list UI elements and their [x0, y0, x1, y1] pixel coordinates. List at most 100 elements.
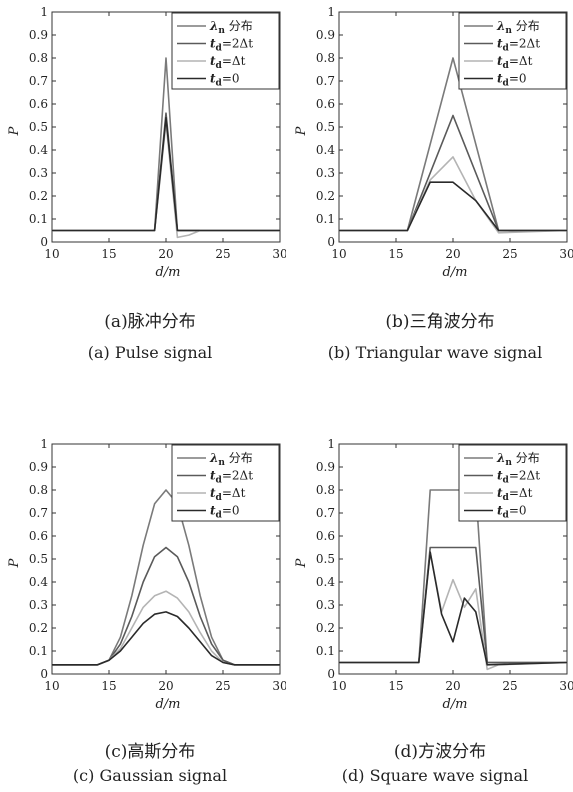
- legend-entry: td=2Δt: [210, 37, 253, 54]
- legend-entry: td=2Δt: [497, 37, 540, 54]
- caption-zh-gaussian: (c)高斯分布: [104, 742, 196, 762]
- y-tick-label: 0.8: [29, 483, 48, 497]
- legend-entry: λn 分布: [209, 19, 253, 36]
- chart-gaussian-signal: 0 0.1 0.2 0.3 0.4 0.5 0.6 0.7 0.8 0.9 1 10 15 20 25 30 d…: [7, 437, 286, 712]
- x-tick-label: 20: [158, 679, 173, 693]
- y-tick-label: 0.4: [29, 575, 48, 589]
- y-tick-label: 0.1: [316, 644, 335, 658]
- y-tick-label: 0.6: [316, 97, 335, 111]
- x-tick-label: 25: [215, 247, 230, 261]
- caption-en-gaussian: (c) Gaussian signal: [72, 766, 228, 785]
- x-tick-label: 30: [559, 679, 573, 693]
- y-tick-label: 0.7: [29, 74, 48, 88]
- x-tick-label: 25: [502, 247, 517, 261]
- y-tick-label: 1: [327, 437, 335, 451]
- caption-en-triangular: (b) Triangular wave signal: [327, 343, 543, 362]
- caption-zh-triangular: (b)三角波分布: [385, 312, 495, 332]
- y-tick-label: 1: [40, 5, 48, 19]
- series-line-2: [339, 551, 568, 671]
- x-axis-label: d/m: [155, 697, 180, 712]
- y-tick-label: 0.7: [29, 506, 48, 520]
- x-tick-label: 15: [388, 247, 403, 261]
- x-tick-label: 30: [272, 247, 286, 261]
- series-line-1: [52, 546, 280, 666]
- chart-square-wave-signal: 0 0.1 0.2 0.3 0.4 0.5 0.6 0.7 0.8 0.9 1 10 15 20 25 30 d…: [294, 437, 573, 712]
- series-line-2: [52, 590, 280, 666]
- legend-entry: td=0: [210, 72, 240, 89]
- x-tick-label: 20: [445, 247, 460, 261]
- y-tick-label: 0: [327, 235, 335, 249]
- caption-zh-pulse: (a)脉冲分布: [104, 312, 196, 332]
- y-axis-label: P: [7, 558, 22, 568]
- legend-entry: td=0: [210, 504, 240, 521]
- x-tick-label: 10: [44, 247, 59, 261]
- y-tick-label: 0: [327, 667, 335, 681]
- y-tick-label: 0.3: [29, 166, 48, 180]
- series-line-3: [339, 551, 568, 666]
- x-tick-label: 15: [101, 247, 116, 261]
- y-tick-label: 0.4: [316, 575, 335, 589]
- legend-entry: td=2Δt: [210, 469, 253, 486]
- y-tick-label: 0.2: [29, 621, 48, 635]
- y-tick-label: 0.1: [29, 212, 48, 226]
- series-line-3: [52, 117, 280, 232]
- y-tick-label: 0.2: [29, 189, 48, 203]
- y-axis-label: P: [7, 126, 22, 136]
- y-axis-label: P: [294, 558, 309, 568]
- series-line-1: [339, 546, 567, 664]
- y-tick-label: 0.6: [316, 529, 335, 543]
- y-tick-label: 0.3: [316, 166, 335, 180]
- x-axis-label: d/m: [442, 265, 467, 280]
- y-axis-label: P: [294, 126, 309, 136]
- x-tick-label: 30: [559, 247, 573, 261]
- y-tick-label: 0.9: [316, 28, 335, 42]
- y-tick-label: 0.2: [316, 621, 335, 635]
- caption-zh-square: (d)方波分布: [393, 742, 487, 762]
- legend-entry: λn 分布: [496, 19, 540, 36]
- x-tick-label: 20: [445, 679, 460, 693]
- legend-entry: td=Δt: [497, 486, 533, 503]
- series-line-1: [339, 114, 567, 232]
- legend-entry: td=Δt: [210, 54, 246, 71]
- x-tick-label: 20: [158, 247, 173, 261]
- y-tick-label: 0.4: [29, 143, 48, 157]
- y-tick-label: 0.6: [29, 97, 48, 111]
- y-tick-label: 0.8: [316, 51, 335, 65]
- y-tick-label: 0.4: [316, 143, 335, 157]
- x-tick-label: 15: [101, 679, 116, 693]
- y-tick-label: 1: [327, 5, 335, 19]
- series-line-0: [52, 489, 280, 666]
- caption-en-pulse: (a) Pulse signal: [87, 343, 213, 362]
- y-tick-label: 0.8: [316, 483, 335, 497]
- legend-entry: λn 分布: [496, 451, 540, 468]
- y-tick-label: 0.5: [316, 552, 335, 566]
- legend-entry: td=0: [497, 72, 527, 89]
- x-axis-label: d/m: [442, 697, 467, 712]
- y-tick-label: 0.3: [29, 598, 48, 612]
- series-line-2: [339, 156, 568, 234]
- chart-pulse-signal: 0 0.1 0.2 0.3 0.4 0.5 0.6 0.7 0.8 0.9 1 10 15 20 25 30 d…: [7, 5, 286, 280]
- legend-entry: td=0: [497, 504, 527, 521]
- y-tick-label: 0.9: [29, 460, 48, 474]
- x-tick-label: 30: [272, 679, 286, 693]
- chart-triangular-wave-signal: 0 0.1 0.2 0.3 0.4 0.5 0.6 0.7 0.8 0.9 1 10 15 20 25 30 d…: [294, 5, 573, 280]
- legend-entry: td=2Δt: [497, 469, 540, 486]
- x-tick-label: 25: [502, 679, 517, 693]
- x-tick-label: 10: [331, 247, 346, 261]
- y-tick-label: 0.7: [316, 506, 335, 520]
- legend-entry: td=Δt: [210, 486, 246, 503]
- y-tick-label: 0.9: [29, 28, 48, 42]
- y-tick-label: 0.2: [316, 189, 335, 203]
- y-tick-label: 1: [40, 437, 48, 451]
- series-line-3: [52, 611, 280, 666]
- series-line-1: [52, 112, 280, 232]
- x-tick-label: 10: [331, 679, 346, 693]
- series-line-3: [339, 181, 567, 232]
- y-tick-label: 0.5: [29, 552, 48, 566]
- series-line-2: [52, 121, 280, 239]
- y-tick-label: 0: [40, 667, 48, 681]
- y-tick-label: 0.5: [316, 120, 335, 134]
- caption-en-square: (d) Square wave signal: [341, 766, 529, 785]
- x-tick-label: 25: [215, 679, 230, 693]
- y-tick-label: 0.6: [29, 529, 48, 543]
